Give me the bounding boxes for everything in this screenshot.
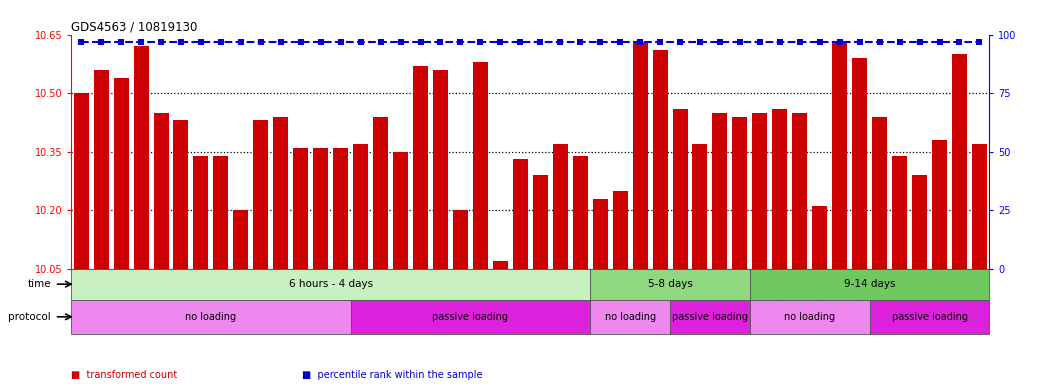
Text: no loading: no loading [185, 312, 237, 322]
Bar [71, 269, 591, 300]
Text: passive loading: passive loading [432, 312, 509, 322]
Bar [493, 261, 508, 269]
Bar [692, 144, 708, 269]
Bar [393, 152, 408, 269]
Text: passive loading: passive loading [892, 312, 967, 322]
Bar [793, 113, 807, 269]
Bar [750, 269, 989, 300]
Bar [652, 50, 668, 269]
Bar [114, 78, 129, 269]
Bar [93, 70, 109, 269]
Text: no loading: no loading [784, 312, 836, 322]
Bar [553, 144, 567, 269]
Bar [952, 54, 967, 269]
Bar [932, 140, 946, 269]
Bar [533, 175, 548, 269]
Bar [453, 210, 468, 269]
Bar [293, 148, 308, 269]
Bar [214, 156, 228, 269]
Bar [134, 46, 149, 269]
Bar [773, 109, 787, 269]
Bar [733, 117, 748, 269]
Bar [413, 66, 428, 269]
Bar [253, 121, 268, 269]
Text: GDS4563 / 10819130: GDS4563 / 10819130 [71, 20, 198, 33]
Bar [513, 159, 528, 269]
Bar [812, 206, 827, 269]
Bar [73, 93, 89, 269]
Bar [154, 113, 169, 269]
Text: passive loading: passive loading [672, 312, 748, 322]
Bar [912, 175, 927, 269]
Bar [233, 210, 248, 269]
Bar [852, 58, 867, 269]
Text: 5-8 days: 5-8 days [648, 279, 692, 289]
Bar [591, 300, 670, 334]
Text: protocol: protocol [8, 312, 51, 322]
Bar [473, 62, 488, 269]
Text: ■  percentile rank within the sample: ■ percentile rank within the sample [302, 370, 482, 380]
Bar [612, 191, 627, 269]
Bar [712, 113, 728, 269]
Bar [972, 144, 987, 269]
Text: time: time [27, 279, 51, 289]
Bar [433, 70, 448, 269]
Bar [573, 156, 587, 269]
Text: no loading: no loading [604, 312, 655, 322]
Bar [870, 300, 989, 334]
Bar [750, 300, 870, 334]
Bar [892, 156, 907, 269]
Bar [273, 117, 288, 269]
Bar [313, 148, 328, 269]
Bar [333, 148, 349, 269]
Bar [174, 121, 188, 269]
Text: 9-14 days: 9-14 days [844, 279, 895, 289]
Bar [672, 109, 688, 269]
Bar [593, 199, 607, 269]
Bar [353, 144, 369, 269]
Bar [670, 300, 750, 334]
Bar [753, 113, 767, 269]
Bar [591, 269, 750, 300]
Bar [632, 42, 648, 269]
Bar [872, 117, 887, 269]
Bar [832, 42, 847, 269]
Bar [373, 117, 388, 269]
Bar [194, 156, 208, 269]
Bar [71, 300, 351, 334]
Bar [351, 300, 591, 334]
Text: 6 hours - 4 days: 6 hours - 4 days [289, 279, 373, 289]
Text: ■  transformed count: ■ transformed count [71, 370, 177, 380]
